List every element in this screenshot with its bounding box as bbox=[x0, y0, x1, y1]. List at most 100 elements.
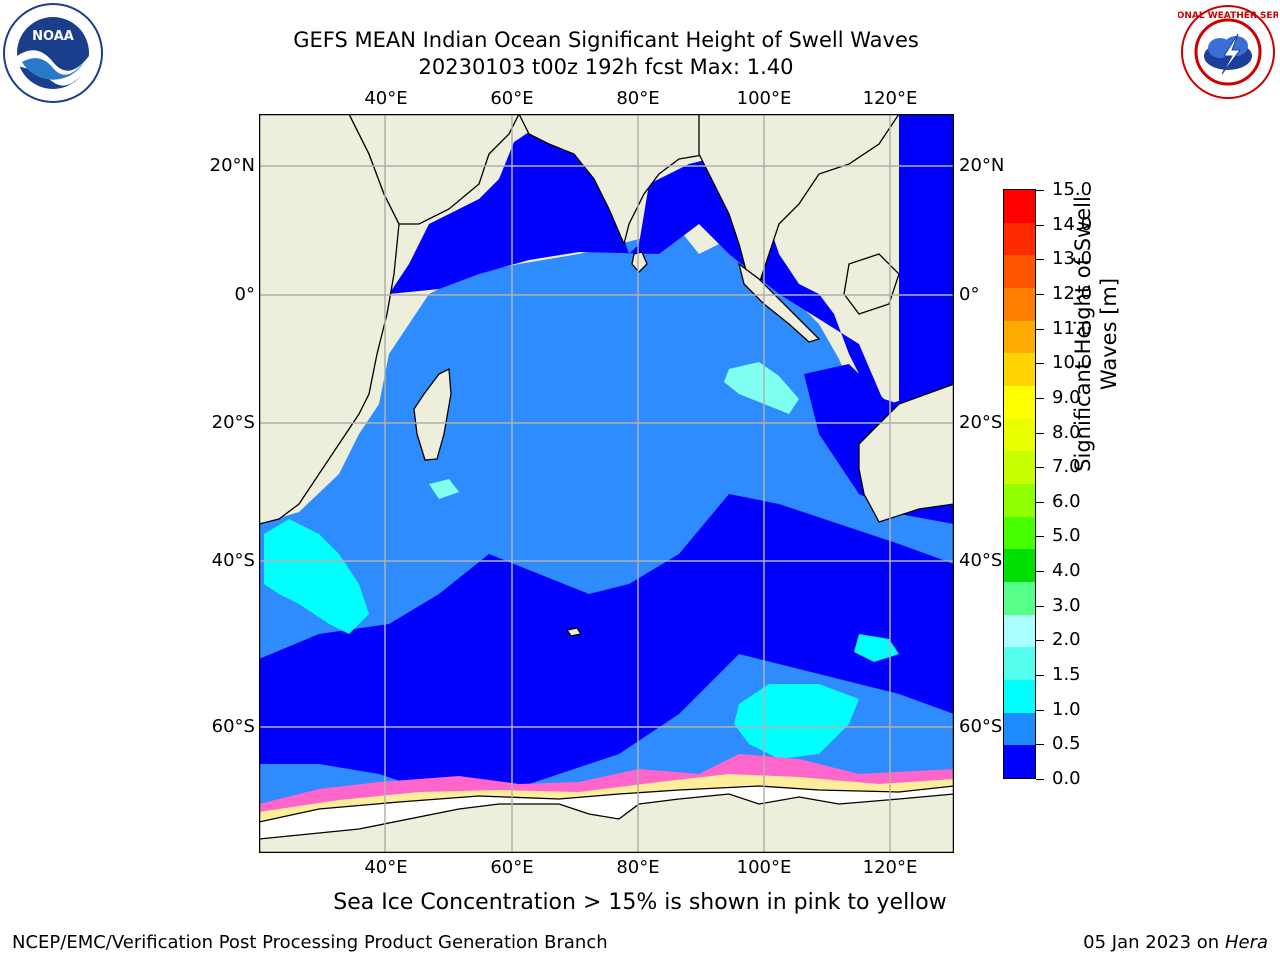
colorbar-tick-label: 12.0 bbox=[1052, 282, 1093, 304]
lat-label-left-20n: 20°N bbox=[209, 155, 255, 176]
colorbar-tick-label: 7.0 bbox=[1052, 456, 1081, 478]
ocean-deep-south bbox=[259, 494, 954, 794]
ocean-cyan-west bbox=[264, 519, 369, 634]
colorbar-tick bbox=[1036, 432, 1044, 434]
colorbar-tick bbox=[1036, 640, 1044, 642]
footer-credit: NCEP/EMC/Verification Post Processing Pr… bbox=[12, 932, 608, 953]
colorbar-segment bbox=[1004, 320, 1035, 354]
lat-label-right-20n: 20°N bbox=[959, 155, 1005, 176]
colorbar-tick bbox=[1036, 328, 1044, 330]
lat-label-left-60s: 60°S bbox=[211, 716, 255, 737]
ocean-cyan-east bbox=[854, 634, 899, 662]
colorbar-tick-label: 0.0 bbox=[1052, 768, 1081, 789]
colorbar bbox=[1003, 189, 1036, 779]
map-frame bbox=[259, 114, 954, 853]
colorbar-tick bbox=[1036, 779, 1044, 780]
colorbar-segment bbox=[1004, 582, 1035, 616]
colorbar-tick-label: 1.5 bbox=[1052, 664, 1081, 686]
colorbar-segment bbox=[1004, 549, 1035, 583]
map-title: GEFS MEAN Indian Ocean Significant Heigh… bbox=[293, 28, 919, 52]
lat-label-left-0: 0° bbox=[234, 284, 255, 305]
colorbar-tick-label: 5.0 bbox=[1052, 525, 1081, 547]
lat-label-left-40s: 40°S bbox=[211, 550, 255, 571]
colorbar-tick bbox=[1036, 709, 1044, 711]
colorbar-tick-label: 3.0 bbox=[1052, 594, 1081, 616]
lat-label-right-0: 0° bbox=[959, 284, 980, 305]
swell-map bbox=[259, 114, 954, 853]
colorbar-tick bbox=[1036, 744, 1044, 746]
footer-date-text: 05 Jan 2023 on bbox=[1083, 932, 1225, 953]
colorbar-segment bbox=[1004, 190, 1035, 224]
colorbar-tick-label: 1.0 bbox=[1052, 698, 1081, 720]
nws-logo-text: NATIONAL WEATHER SERVICE bbox=[1178, 11, 1278, 21]
colorbar-segment bbox=[1004, 745, 1035, 779]
colorbar-tick bbox=[1036, 571, 1044, 573]
noaa-logo-text: NOAA bbox=[32, 29, 74, 44]
ocean-lightcyan-2 bbox=[429, 479, 459, 499]
ocean-deep-north bbox=[389, 114, 954, 414]
colorbar-segment bbox=[1004, 386, 1035, 420]
footer-date: 05 Jan 2023 on Hera bbox=[1083, 932, 1268, 953]
map-svg bbox=[259, 114, 954, 853]
lon-label-bottom-120e: 120°E bbox=[862, 857, 918, 878]
colorbar-tick-label: 14.0 bbox=[1052, 213, 1093, 235]
srilanka-land bbox=[631, 251, 648, 273]
colorbar-segment bbox=[1004, 712, 1035, 746]
colorbar-segment bbox=[1004, 353, 1035, 387]
colorbar-tick bbox=[1036, 675, 1044, 677]
sea-ice-note: Sea Ice Concentration > 15% is shown in … bbox=[333, 890, 947, 915]
ocean-cyan-south bbox=[734, 684, 859, 759]
lon-label-bottom-60e: 60°E bbox=[490, 857, 534, 878]
lon-label-top-100e: 100°E bbox=[736, 88, 792, 109]
footer-host: Hera bbox=[1224, 932, 1268, 953]
colorbar-segment bbox=[1004, 222, 1035, 256]
lat-label-right-20s: 20°S bbox=[959, 412, 1003, 433]
antarctica-land bbox=[259, 793, 954, 853]
australia-land bbox=[858, 383, 954, 523]
colorbar-segment bbox=[1004, 418, 1035, 452]
colorbar-segment bbox=[1004, 255, 1035, 289]
lon-label-top-60e: 60°E bbox=[490, 88, 534, 109]
colorbar-tick bbox=[1036, 536, 1044, 538]
ocean-lightcyan-1 bbox=[724, 362, 799, 414]
colorbar-tick bbox=[1036, 224, 1044, 226]
colorbar-tick-label: 9.0 bbox=[1052, 386, 1081, 408]
nws-logo: NATIONAL WEATHER SERVICE bbox=[1153, 4, 1280, 104]
colorbar-tick bbox=[1036, 363, 1044, 365]
lon-label-top-120e: 120°E bbox=[862, 88, 918, 109]
lon-label-bottom-80e: 80°E bbox=[616, 857, 660, 878]
colorbar-tick-label: 10.0 bbox=[1052, 352, 1093, 374]
madagascar-land bbox=[413, 367, 452, 461]
colorbar-tick-label: 8.0 bbox=[1052, 421, 1081, 443]
colorbar-segment bbox=[1004, 484, 1035, 518]
colorbar-segment bbox=[1004, 451, 1035, 485]
noaa-logo: NOAA bbox=[2, 2, 104, 108]
seasia-land bbox=[698, 114, 900, 286]
kerguelen-land bbox=[565, 627, 583, 637]
colorbar-tick-label: 15.0 bbox=[1052, 179, 1093, 200]
lon-label-top-40e: 40°E bbox=[364, 88, 408, 109]
colorbar-tick-label: 2.0 bbox=[1052, 629, 1081, 651]
lat-label-right-60s: 60°S bbox=[959, 716, 1003, 737]
map-subtitle: 20230103 t00z 192h fcst Max: 1.40 bbox=[418, 55, 794, 79]
lon-label-bottom-40e: 40°E bbox=[364, 857, 408, 878]
colorbar-tick bbox=[1036, 501, 1044, 503]
colorbar-tick-label: 11.0 bbox=[1052, 317, 1093, 339]
colorbar-title-line1: Significant Height of Swell bbox=[1071, 196, 1095, 472]
colorbar-segment bbox=[1004, 680, 1035, 714]
graticule bbox=[259, 114, 954, 853]
colorbar-tick bbox=[1036, 190, 1044, 191]
colorbar-title: Significant Height of Swell Waves [m] bbox=[1070, 184, 1122, 484]
colorbar-tick bbox=[1036, 259, 1044, 261]
colorbar-tick-label: 6.0 bbox=[1052, 490, 1081, 512]
colorbar-title-line2: Waves [m] bbox=[1097, 277, 1121, 391]
lon-label-top-80e: 80°E bbox=[616, 88, 660, 109]
colorbar-tick-label: 0.5 bbox=[1052, 733, 1081, 755]
colorbar-segment bbox=[1004, 288, 1035, 322]
colorbar-tick-label: 13.0 bbox=[1052, 248, 1093, 270]
colorbar-segment bbox=[1004, 614, 1035, 648]
lat-label-right-40s: 40°S bbox=[959, 550, 1003, 571]
colorbar-tick bbox=[1036, 397, 1044, 399]
borneo-land bbox=[843, 253, 900, 315]
sumatra-land bbox=[737, 262, 821, 343]
